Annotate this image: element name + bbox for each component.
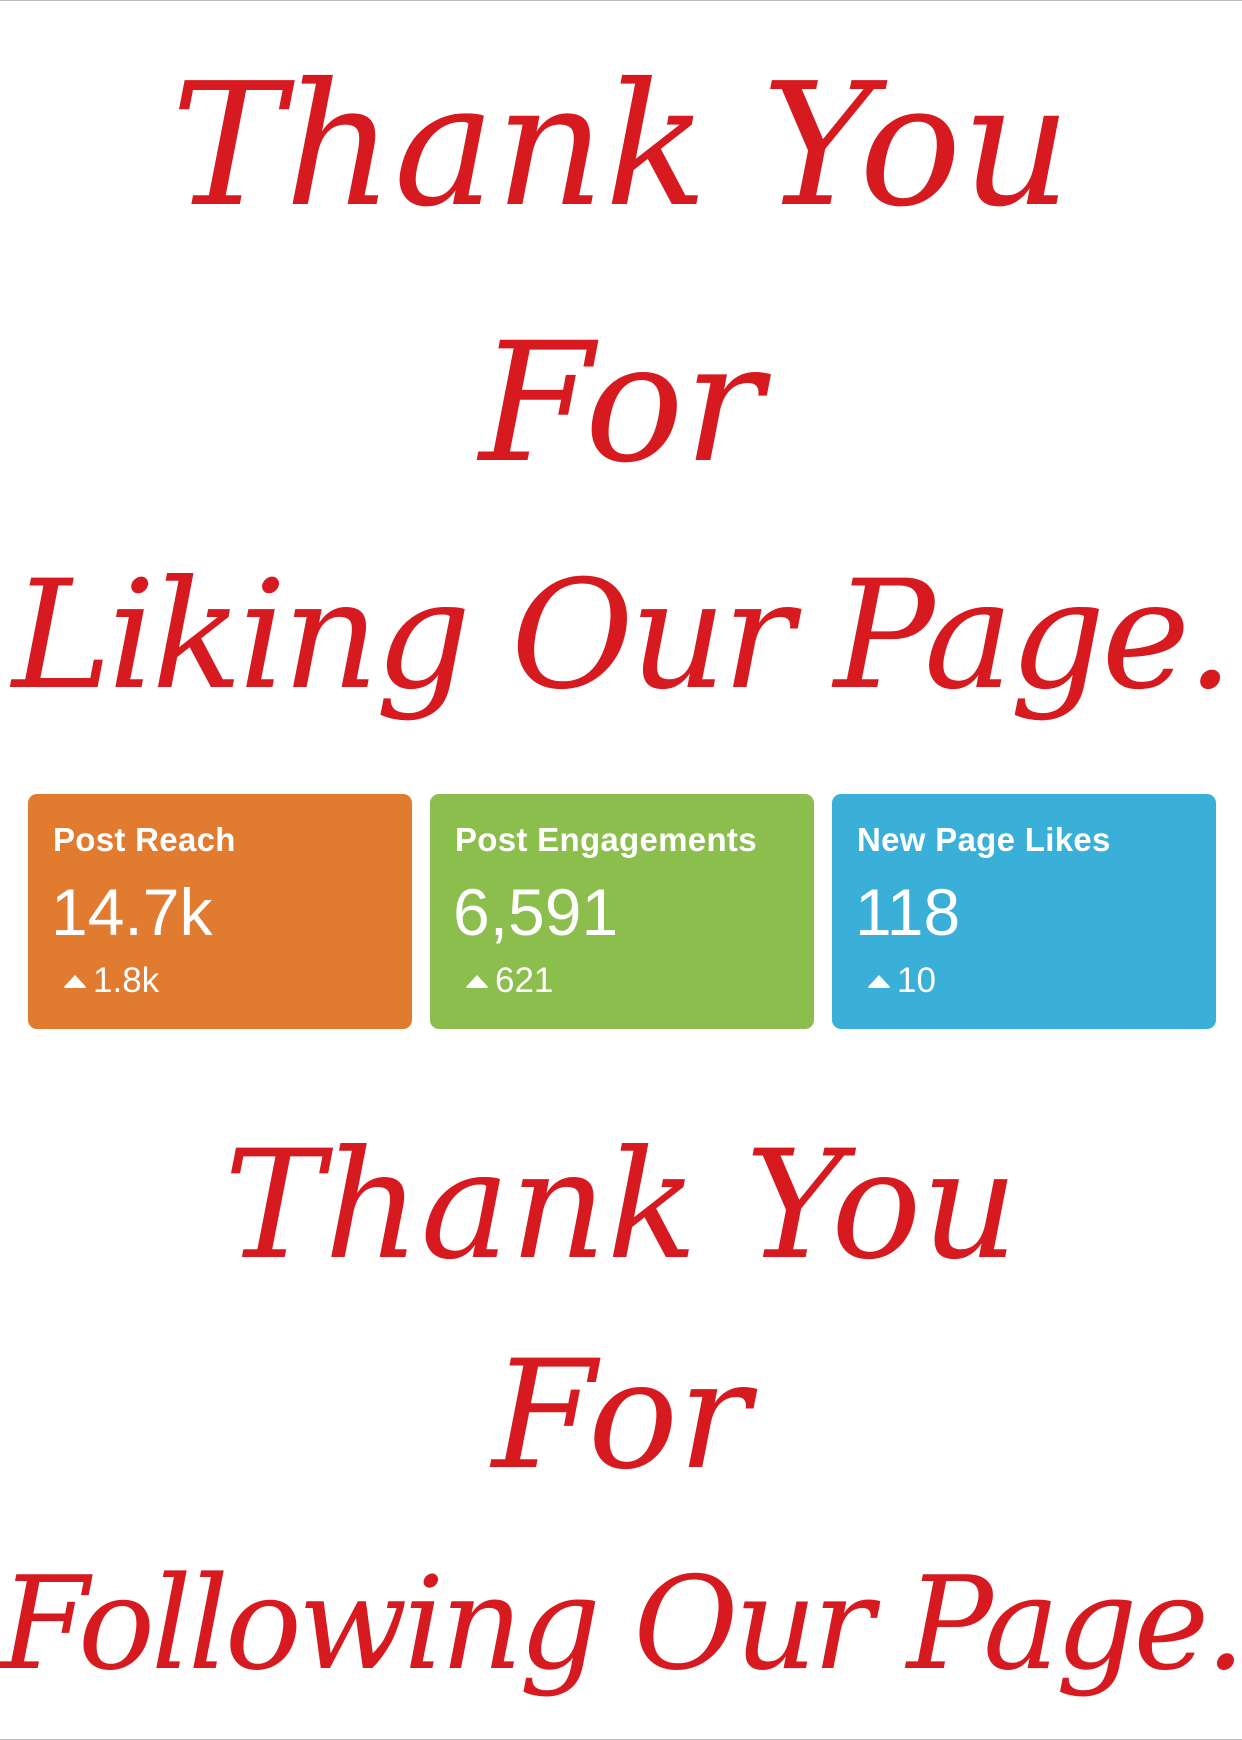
stat-change-value: 10 <box>897 961 936 1000</box>
stat-value: 6,591 <box>453 875 619 949</box>
stat-label: Post Reach <box>53 821 236 858</box>
bottom-line-following-our-page: Following Our Page. <box>0 1550 1242 1699</box>
triangle-up-icon <box>465 974 489 988</box>
stat-value: 118 <box>855 875 961 949</box>
bottom-line-thank-you: Thank You <box>223 1119 1019 1293</box>
stat-card-post-engagements: Post Engagements 6,591 621 <box>430 794 814 1029</box>
stat-change: 621 <box>465 961 553 1001</box>
triangle-up-icon <box>63 974 87 988</box>
stat-change-value: 1.8k <box>93 961 160 1000</box>
stat-label: New Page Likes <box>857 821 1111 858</box>
top-line-for: For <box>479 307 763 499</box>
stat-card-new-page-likes: New Page Likes 118 10 <box>832 794 1216 1029</box>
triangle-up-icon <box>867 974 891 988</box>
bottom-line-for: For <box>492 1329 750 1503</box>
stat-card-post-reach: Post Reach 14.7k 1.8k <box>28 794 412 1029</box>
stat-change: 10 <box>867 961 936 1001</box>
stat-value: 14.7k <box>51 875 213 949</box>
stat-change: 1.8k <box>63 961 159 1001</box>
top-line-liking-our-page: Liking Our Page. <box>12 549 1234 723</box>
stat-label: Post Engagements <box>455 821 757 858</box>
top-line-thank-you: Thank You <box>170 47 1072 245</box>
stat-change-value: 621 <box>495 961 554 1000</box>
